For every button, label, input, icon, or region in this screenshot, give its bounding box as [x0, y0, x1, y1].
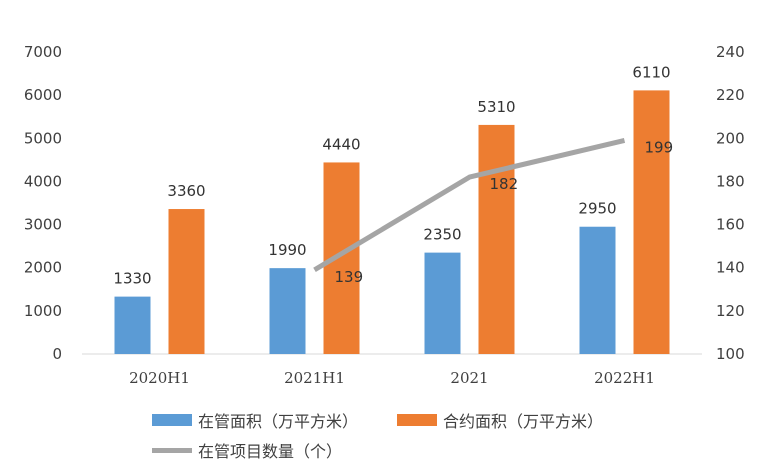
line-project-count	[313, 138, 626, 273]
left-axis-tick-label: 1000	[24, 302, 62, 320]
line-data-label: 139	[335, 268, 364, 286]
bar-data-label: 2350	[423, 226, 461, 244]
line-series	[313, 138, 626, 273]
left-axis-tick-label: 0	[52, 345, 62, 363]
bar-data-label: 3360	[167, 182, 205, 200]
bar-data-label: 5310	[477, 98, 515, 116]
right-axis-tick-label: 180	[716, 172, 745, 190]
right-axis: 100 120 140 160 180 200 220 240	[716, 43, 745, 363]
right-axis-tick-label: 200	[716, 129, 745, 147]
right-axis-tick-label: 100	[716, 345, 745, 363]
bar-series	[114, 90, 670, 354]
left-axis-tick-label: 2000	[24, 259, 62, 277]
left-axis-tick-label: 7000	[24, 43, 62, 61]
category-label: 2021H1	[284, 369, 345, 387]
bar-managed-area	[269, 268, 306, 354]
bar-contract-area	[323, 162, 360, 354]
bar-data-label: 2950	[578, 200, 616, 218]
right-axis-tick-label: 160	[716, 216, 745, 234]
right-axis-tick-label: 140	[716, 259, 745, 277]
right-axis-tick-label: 220	[716, 86, 745, 104]
left-axis-tick-label: 6000	[24, 86, 62, 104]
left-axis-tick-label: 3000	[24, 216, 62, 234]
bar-managed-area	[579, 226, 616, 354]
bar-data-label: 1990	[268, 241, 306, 259]
bar-contract-area	[478, 124, 515, 354]
left-axis: 0 1000 2000 3000 4000 5000 6000 7000	[24, 43, 62, 363]
line-data-label: 199	[645, 138, 674, 156]
bar-data-label: 4440	[322, 135, 360, 153]
bar-data-label: 6110	[632, 63, 670, 81]
left-axis-tick-label: 4000	[24, 172, 62, 190]
bar-contract-area	[168, 209, 205, 354]
left-axis-tick-label: 5000	[24, 129, 62, 147]
bar-data-label: 1330	[113, 270, 151, 288]
right-axis-tick-label: 240	[716, 43, 745, 61]
bar-contract-area	[633, 90, 670, 354]
bar-managed-area	[424, 252, 461, 354]
right-axis-tick-label: 120	[716, 302, 745, 320]
category-label: 2021	[450, 369, 488, 387]
data-labels: 1330 3360 1990 4440 2350 5310 2950 6110 139 182 19…	[113, 63, 673, 287]
line-data-label: 182	[490, 175, 519, 193]
category-label: 2020H1	[129, 369, 190, 387]
category-labels: 2020H1 2021H1 2021 2022H1	[129, 369, 655, 387]
bar-managed-area	[114, 296, 151, 354]
category-label: 2022H1	[594, 369, 655, 387]
